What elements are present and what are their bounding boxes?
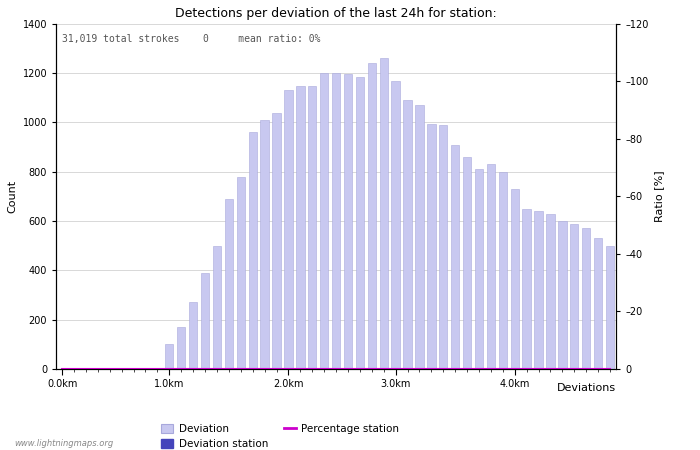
Title: Detections per deviation of the last 24h for station:: Detections per deviation of the last 24h… <box>175 7 497 20</box>
Bar <box>546 214 554 369</box>
Bar <box>201 273 209 369</box>
Bar <box>332 73 340 369</box>
Bar <box>522 209 531 369</box>
Bar <box>213 246 221 369</box>
Bar <box>356 77 364 369</box>
Bar <box>165 344 174 369</box>
Bar <box>368 63 376 369</box>
Bar <box>272 112 281 369</box>
Bar <box>260 120 269 369</box>
Y-axis label: Ratio [%]: Ratio [%] <box>654 171 664 222</box>
Bar <box>391 81 400 369</box>
Text: www.lightningmaps.org: www.lightningmaps.org <box>14 439 113 448</box>
Bar <box>225 199 233 369</box>
Bar <box>415 105 424 369</box>
Bar <box>403 100 412 369</box>
Bar <box>451 145 459 369</box>
Bar <box>594 238 602 369</box>
Bar <box>498 172 507 369</box>
Bar <box>463 157 471 369</box>
Y-axis label: Count: Count <box>7 180 17 213</box>
Bar <box>308 86 316 369</box>
Legend: Deviation, Deviation station, Percentage station: Deviation, Deviation station, Percentage… <box>157 420 403 450</box>
Bar <box>379 58 388 369</box>
Bar <box>296 86 304 369</box>
Bar <box>237 177 245 369</box>
Text: 31,019 total strokes    0     mean ratio: 0%: 31,019 total strokes 0 mean ratio: 0% <box>62 34 321 44</box>
Bar <box>427 124 435 369</box>
Bar <box>534 211 542 369</box>
Bar <box>510 189 519 369</box>
Bar <box>320 73 328 369</box>
Bar <box>439 125 447 369</box>
Bar <box>248 132 257 369</box>
Bar <box>558 221 566 369</box>
Bar <box>284 90 293 369</box>
Bar <box>475 169 483 369</box>
Bar <box>486 164 495 369</box>
Bar <box>582 229 590 369</box>
Bar <box>344 74 352 369</box>
X-axis label: Deviations: Deviations <box>557 383 616 393</box>
Bar <box>570 224 578 369</box>
Bar <box>177 327 186 369</box>
Bar <box>189 302 197 369</box>
Bar <box>606 246 614 369</box>
